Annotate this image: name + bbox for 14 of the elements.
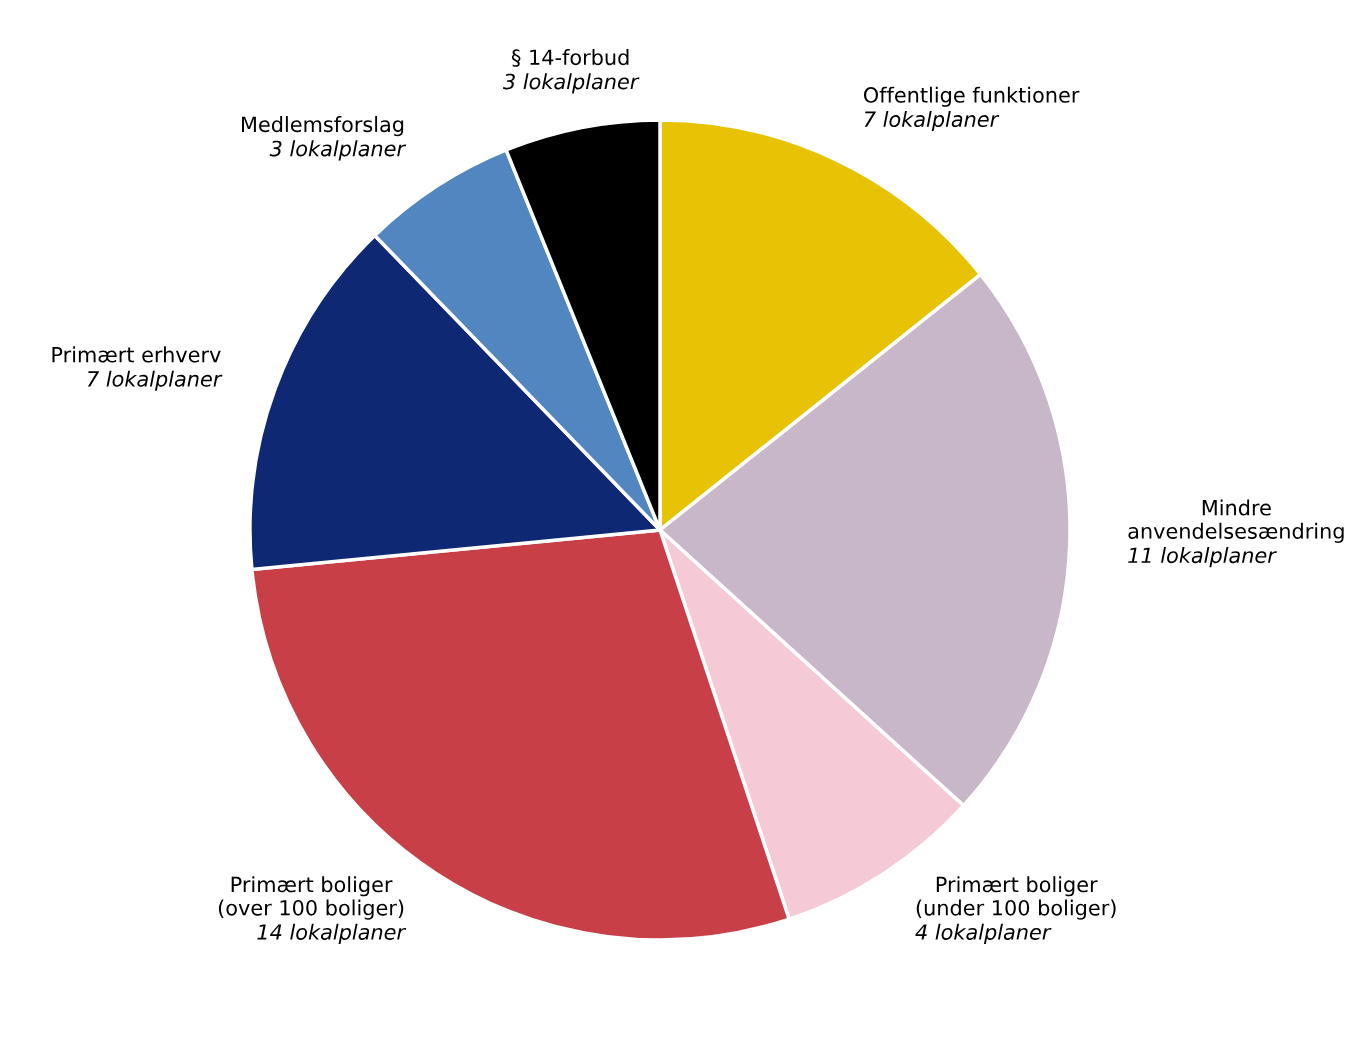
slice-label: Primært boliger (under 100 boliger)	[916, 876, 1116, 920]
slice-label: Mindre anvendelsesændring	[1128, 499, 1344, 543]
data-label: 3 lokalplaner	[269, 140, 407, 161]
slice-label: Offentlige funktioner	[863, 86, 1080, 107]
data-label: 4 lokalplaner	[915, 923, 1052, 944]
data-label: 7 lokalplaner	[87, 370, 223, 391]
data-label: 3 lokalplaner	[503, 73, 640, 94]
slice-label: § 14-forbud	[511, 49, 629, 67]
slice-label: Primært boliger (over 100 boliger)	[218, 876, 404, 920]
data-label: 7 lokalplaner	[864, 110, 1000, 132]
data-label: 11 lokalplaner	[1128, 547, 1277, 568]
slice-label: Primært erhverv	[52, 346, 221, 363]
slice-label: Medlemsforslag	[242, 116, 404, 137]
data-label: 14 lokalplaner	[257, 923, 407, 944]
